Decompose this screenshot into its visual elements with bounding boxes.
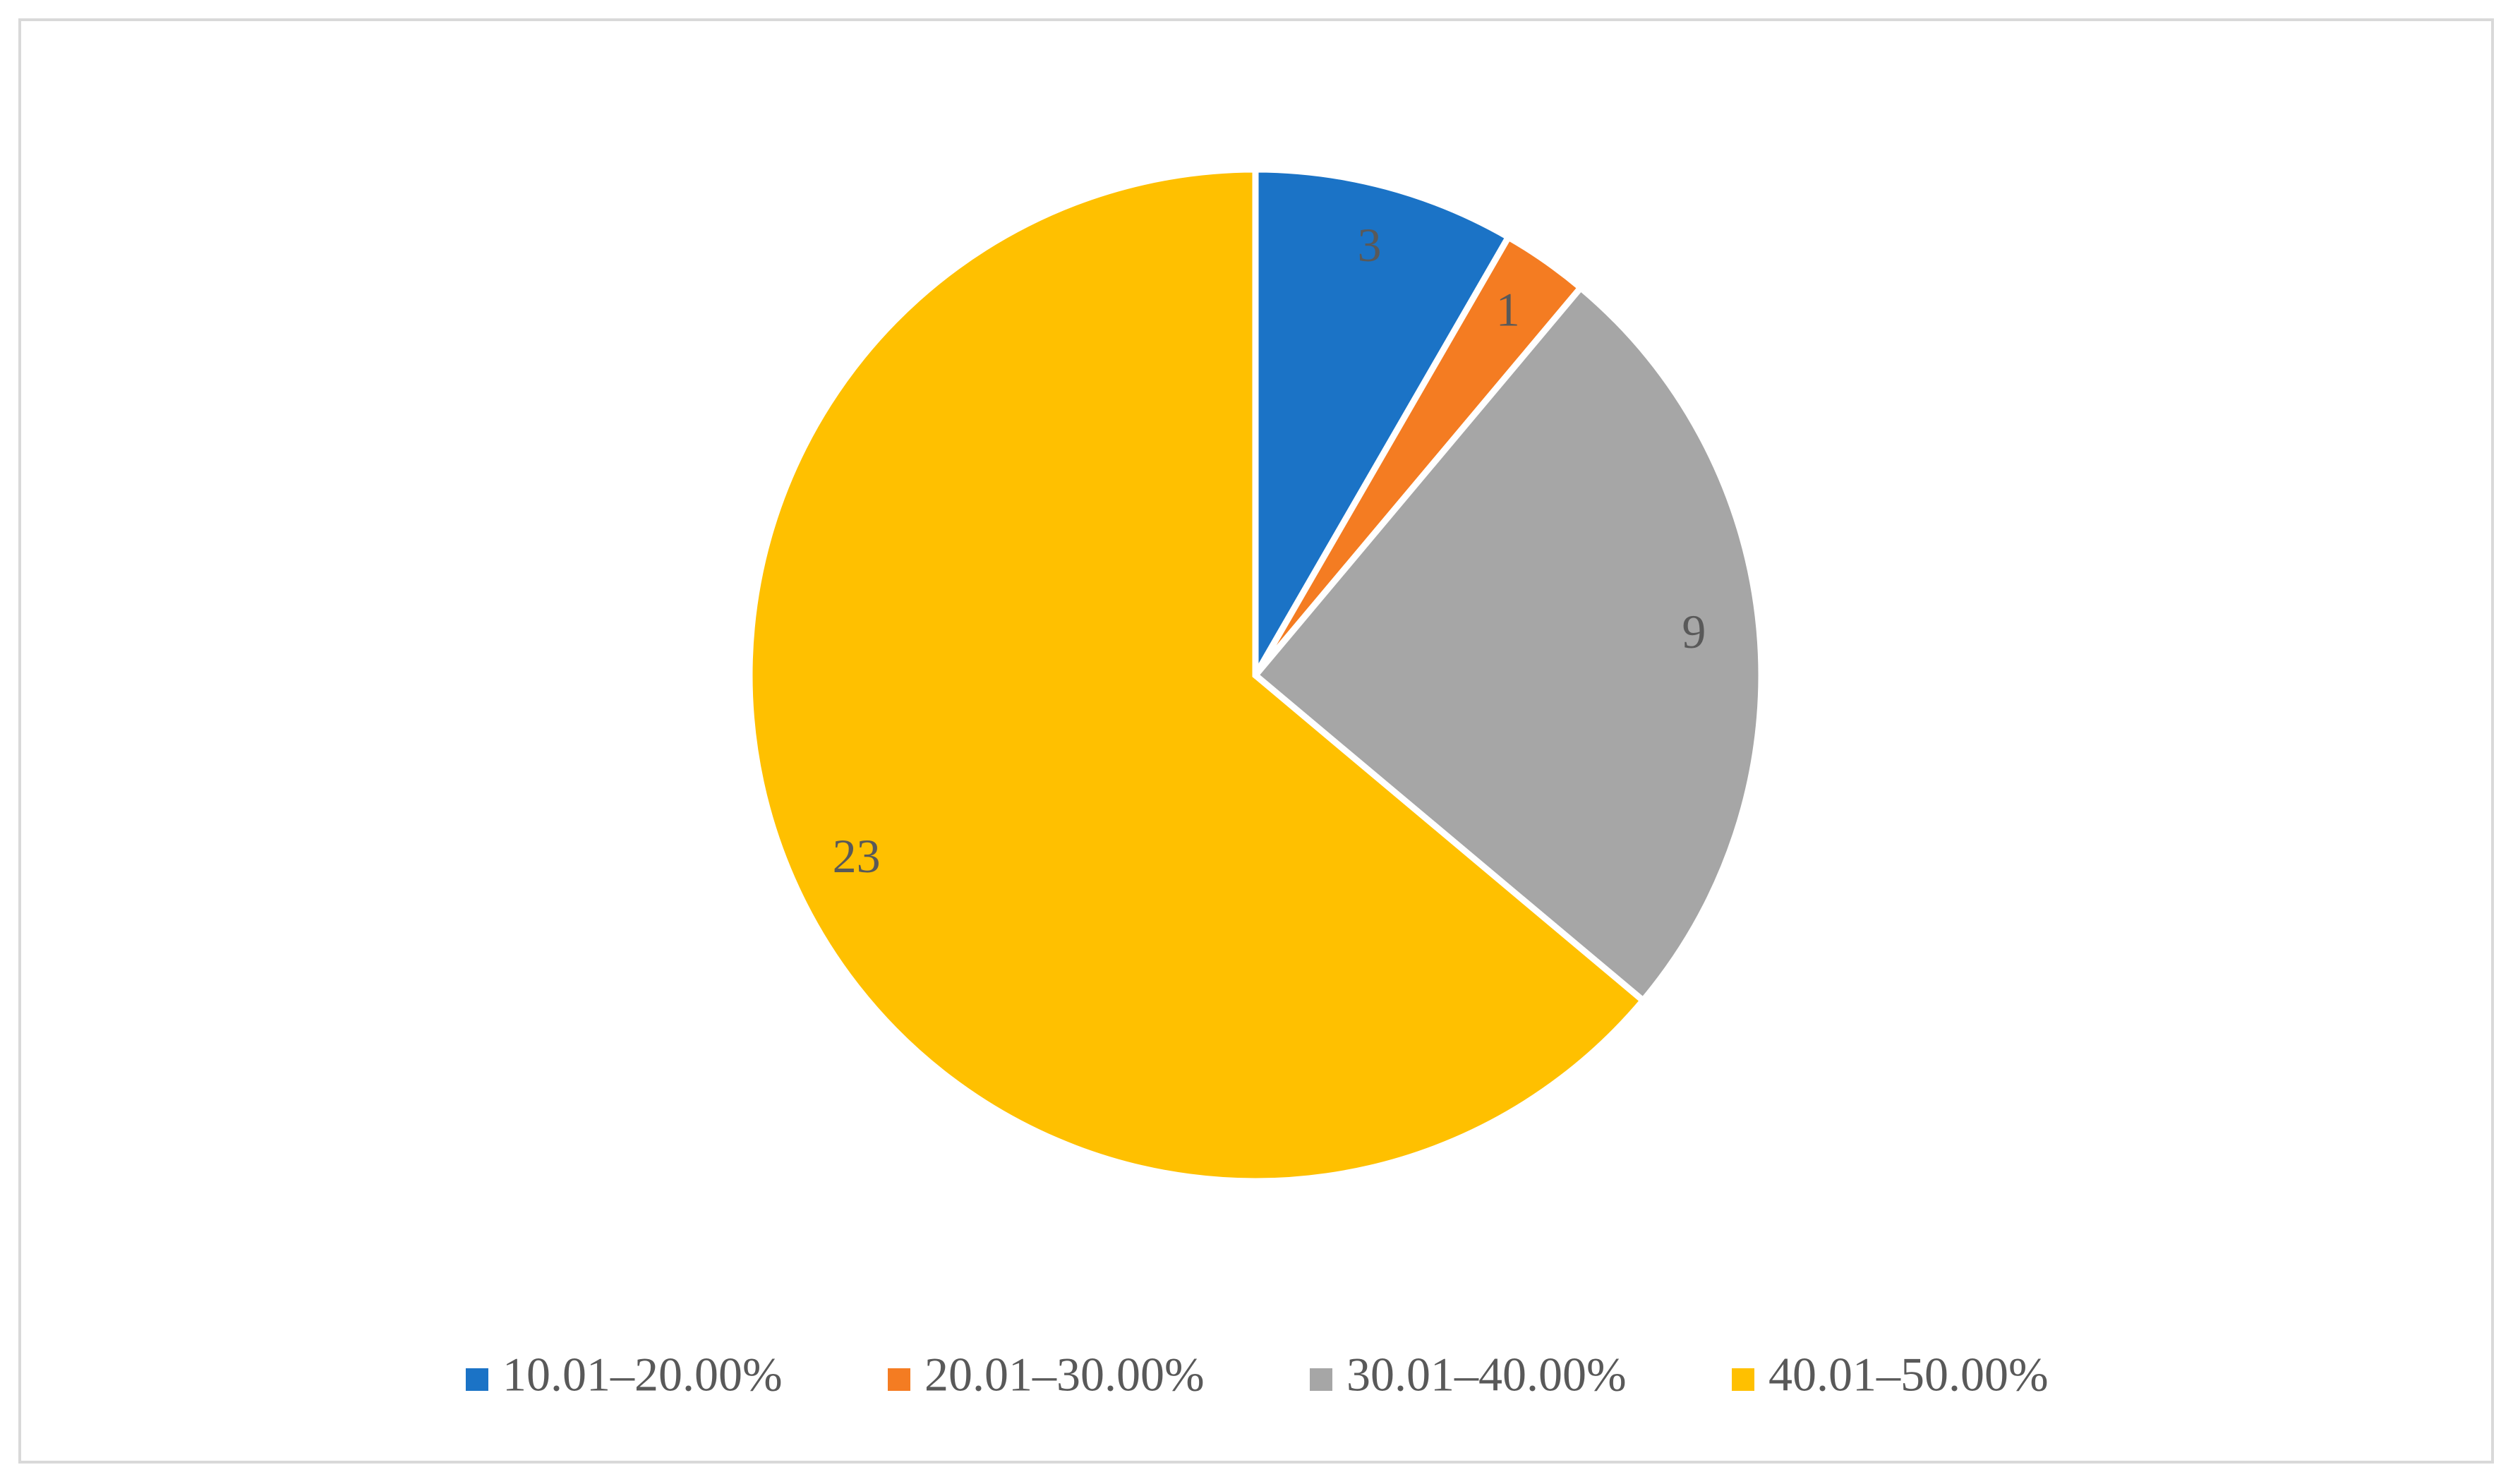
- legend-label: 30.01–40.00%: [1346, 1348, 1627, 1401]
- legend-swatch: [1732, 1368, 1754, 1391]
- data-label: 1: [1496, 283, 1520, 337]
- legend-label: 40.01–50.00%: [1768, 1348, 2049, 1401]
- legend-label: 10.01–20.00%: [502, 1348, 783, 1401]
- legend-swatch: [466, 1368, 488, 1391]
- data-label: 23: [833, 829, 881, 883]
- legend-swatch: [888, 1368, 910, 1391]
- pie-slice: [746, 166, 1648, 1185]
- pie-slice: [1252, 166, 1513, 687]
- legend-swatch: [1310, 1368, 1332, 1391]
- legend-label: 20.01–30.00%: [924, 1348, 1205, 1401]
- data-label: 3: [1357, 218, 1381, 272]
- pie-slice: [1251, 283, 1765, 1006]
- data-label: 9: [1682, 605, 1706, 658]
